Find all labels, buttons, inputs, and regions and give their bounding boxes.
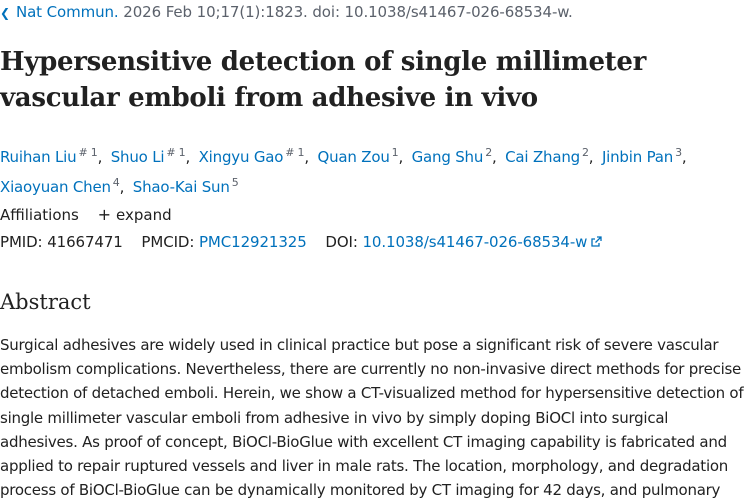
abstract-heading: Abstract (0, 290, 91, 314)
author-link[interactable]: Jinbin Pan (601, 148, 674, 166)
author-link[interactable]: Xingyu Gao (198, 148, 284, 166)
doi-link[interactable]: 10.1038/s41467-026-68534-w (362, 233, 603, 251)
affiliations-label: Affiliations (0, 206, 79, 224)
author-separator: , (492, 148, 497, 166)
expand-label: expand (116, 206, 172, 224)
author-link[interactable]: Quan Zou (317, 148, 390, 166)
author-separator: , (119, 178, 125, 196)
author-link[interactable]: Xiaoyuan Chen (0, 178, 111, 196)
pmcid-label: PMCID: (141, 233, 195, 251)
author-affiliation-sup[interactable]: # 1 (166, 146, 186, 159)
author-link[interactable]: Shuo Li (110, 148, 165, 166)
author-separator: , (97, 148, 103, 166)
author-affiliation-sup[interactable]: 4 (112, 176, 120, 189)
author-separator: , (681, 148, 687, 166)
abstract-text: Surgical adhesives are widely used in cl… (0, 336, 744, 500)
journal-link[interactable]: Nat Commun. (15, 3, 119, 21)
author-link[interactable]: Gang Shu (411, 148, 484, 166)
author-link[interactable]: Ruihan Liu (0, 148, 77, 166)
chevron-left-icon[interactable]: ❮ (0, 6, 10, 20)
author-affiliation-sup[interactable]: # 1 (285, 146, 305, 159)
citation-line: ❮ Nat Commun. 2026 Feb 10;17(1):1823. doi… (0, 3, 573, 21)
author-affiliation-sup[interactable]: 2 (485, 146, 492, 159)
pmid-label: PMID: (0, 233, 43, 251)
plus-icon: + (97, 205, 112, 224)
author-affiliation-sup[interactable]: 1 (391, 146, 399, 159)
author-separator: , (588, 148, 594, 166)
author-affiliation-sup[interactable]: 3 (675, 146, 682, 159)
doi-text: 10.1038/s41467-026-68534-w (362, 233, 588, 251)
article-title: Hypersensitive detection of single milli… (0, 47, 647, 113)
author-link[interactable]: Shao-Kai Sun (132, 178, 230, 196)
author-separator: , (304, 148, 309, 166)
author-separator: , (398, 148, 404, 166)
author-link[interactable]: Cai Zhang (505, 148, 580, 166)
pmcid-link[interactable]: PMC12921325 (198, 233, 307, 251)
doi-label: DOI: (325, 233, 358, 251)
author-list: Ruihan Liu # 1, Shuo Li # 1, Xingyu Gao # 1… (0, 140, 745, 200)
author-affiliation-sup[interactable]: 2 (581, 146, 589, 159)
citation-details: 2026 Feb 10;17(1):1823. doi: 10.1038/s41… (123, 3, 573, 21)
external-link-icon (591, 236, 603, 247)
author-affiliation-sup[interactable]: 5 (231, 176, 239, 189)
author-affiliation-sup[interactable]: # 1 (78, 146, 98, 159)
affiliations-row: Affiliations + expand (0, 205, 172, 224)
author-separator: , (185, 148, 191, 166)
expand-affiliations-button[interactable]: + expand (97, 205, 172, 224)
identifiers-row: PMID: 41667471 PMCID: PMC12921325 DOI: 1… (0, 233, 603, 251)
pmid-value: 41667471 (47, 233, 123, 251)
